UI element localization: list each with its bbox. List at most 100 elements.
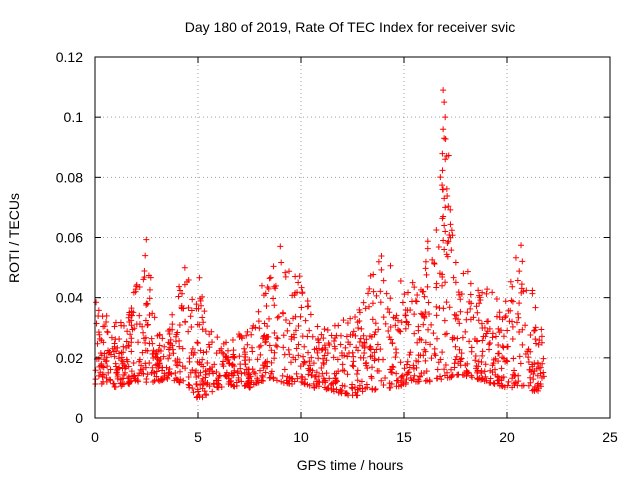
data-point	[271, 302, 278, 309]
data-point	[242, 361, 249, 368]
data-point	[201, 308, 208, 315]
y-axis-label: ROTI / TECUs	[6, 193, 22, 283]
data-point	[120, 349, 127, 356]
data-point	[478, 358, 485, 365]
data-point	[161, 343, 168, 350]
data-point	[104, 363, 111, 370]
data-point	[103, 318, 110, 325]
data-point	[226, 360, 233, 367]
data-point	[165, 371, 172, 378]
data-point	[422, 357, 429, 364]
data-point	[389, 339, 396, 346]
data-point	[322, 344, 329, 351]
data-point	[326, 375, 333, 382]
data-point	[419, 311, 426, 318]
data-point	[241, 357, 248, 364]
data-point	[114, 344, 121, 351]
data-point	[486, 379, 493, 386]
data-point	[238, 334, 245, 341]
data-point	[110, 380, 117, 387]
data-point	[306, 367, 313, 374]
data-point	[378, 377, 385, 384]
data-point	[393, 377, 400, 384]
data-point	[128, 317, 135, 324]
data-point	[120, 322, 127, 329]
data-point	[268, 347, 275, 354]
data-point	[174, 329, 181, 336]
data-point	[153, 368, 160, 375]
data-point	[392, 322, 399, 329]
data-point	[140, 335, 147, 342]
data-point	[175, 293, 182, 300]
data-point	[199, 314, 206, 321]
data-point	[410, 362, 417, 369]
data-point	[230, 353, 237, 360]
data-point	[377, 288, 384, 295]
data-point	[532, 336, 539, 343]
data-point	[128, 335, 135, 342]
data-point	[228, 382, 235, 389]
data-point	[176, 379, 183, 386]
data-point	[404, 307, 411, 314]
data-point	[373, 292, 380, 299]
data-point	[270, 263, 277, 270]
data-point	[133, 281, 140, 288]
data-point	[514, 277, 521, 284]
data-point	[502, 298, 509, 305]
data-point	[475, 287, 482, 294]
data-point	[302, 317, 309, 324]
data-point	[194, 340, 201, 347]
data-point	[332, 345, 339, 352]
data-point	[93, 299, 100, 306]
data-point	[333, 370, 340, 377]
data-point	[114, 373, 121, 380]
data-point	[124, 328, 131, 335]
data-point	[392, 346, 399, 353]
data-point	[353, 370, 360, 377]
data-point	[282, 317, 289, 324]
data-point	[255, 379, 262, 386]
data-point	[144, 300, 151, 307]
data-point-peak	[440, 87, 447, 94]
data-point	[308, 354, 315, 361]
data-point	[278, 259, 285, 266]
data-point	[284, 327, 291, 334]
data-point	[439, 282, 446, 289]
data-point	[119, 360, 126, 367]
data-point	[536, 365, 543, 372]
data-point	[382, 320, 389, 327]
data-point	[410, 365, 417, 372]
data-point	[271, 349, 278, 356]
data-point	[263, 302, 270, 309]
y-tick-label: 0.02	[56, 350, 83, 366]
data-point	[311, 373, 318, 380]
data-point	[266, 374, 273, 381]
chart-title: Day 180 of 2019, Rate Of TEC Index for r…	[185, 19, 515, 35]
data-point	[420, 288, 427, 295]
data-point	[306, 382, 313, 389]
data-point	[495, 341, 502, 348]
data-point	[474, 309, 481, 316]
data-point	[477, 296, 484, 303]
data-point	[323, 370, 330, 377]
data-point	[193, 381, 200, 388]
data-point	[241, 382, 248, 389]
data-point	[450, 274, 457, 281]
data-point	[305, 371, 312, 378]
data-point	[194, 358, 201, 365]
data-point	[177, 287, 184, 294]
data-point	[533, 340, 540, 347]
data-point	[445, 203, 452, 210]
data-point	[464, 309, 471, 316]
data-point	[289, 292, 296, 299]
data-point	[146, 286, 153, 293]
data-point	[149, 364, 156, 371]
data-point	[188, 349, 195, 356]
data-point	[414, 378, 421, 385]
data-point	[193, 394, 200, 401]
axes: 0 5 10 15 20 25 0 0.02 0.04 0.06 0.08 0.1 0.12	[56, 49, 618, 445]
data-point	[194, 339, 201, 346]
data-point	[489, 362, 496, 369]
data-point	[368, 373, 375, 380]
data-point	[523, 287, 530, 294]
